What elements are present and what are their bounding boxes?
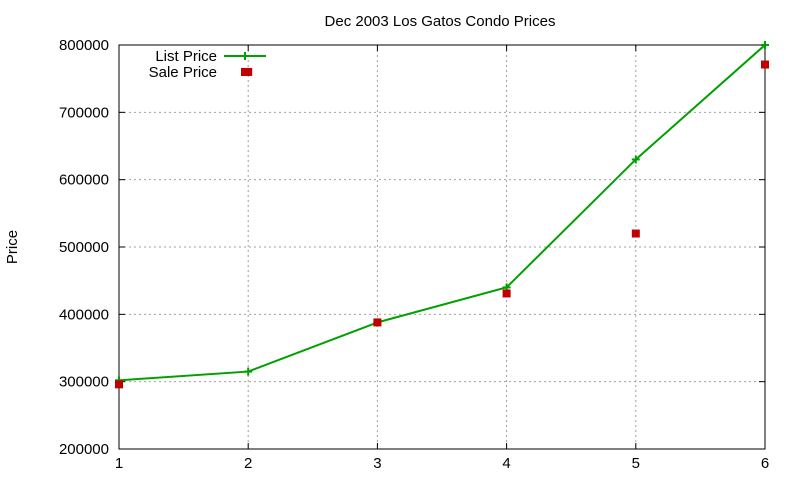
y-tick-label: 500000 [59,239,109,256]
list-price-point [244,367,253,376]
axis-ticks: 1 2 3 4 5 6 200000 300000 400000 500000 600000 7000… [59,37,769,472]
sale-price-point [502,289,511,298]
y-tick-label: 400000 [59,306,109,323]
sale-price-point [631,229,640,238]
legend-marker [241,52,249,60]
x-tick-label: 5 [632,455,640,472]
y-axis-label: Price [4,230,21,264]
x-tick-label: 6 [761,455,769,472]
sale-price-point [373,318,382,327]
sale-price-point [115,380,123,389]
x-tick-label: 3 [373,455,381,472]
series-list-price [115,41,769,385]
y-tick-label: 800000 [59,37,109,54]
x-tick-label: 1 [115,455,123,472]
legend-label: Sale Price [149,64,217,81]
y-tick-label: 700000 [59,104,109,121]
y-tick-label: 600000 [59,172,109,189]
legend-item-list-price: List Price [155,48,266,65]
list-price-point [761,41,769,49]
x-tick-label: 4 [502,455,510,472]
y-tick-label: 200000 [59,441,109,458]
chart-title: Dec 2003 Los Gatos Condo Prices [325,13,556,30]
series-layer [115,41,769,389]
legend-marker [241,68,249,76]
list-price-line [118,44,766,382]
list-price-point [631,155,640,164]
sale-price-point [761,60,769,69]
grid [119,45,765,449]
x-tick-label: 2 [244,455,252,472]
legend-item-sale-price: Sale Price [149,64,249,81]
legend-label: List Price [155,48,217,65]
series-sale-price [115,60,769,389]
y-tick-label: 300000 [59,374,109,391]
